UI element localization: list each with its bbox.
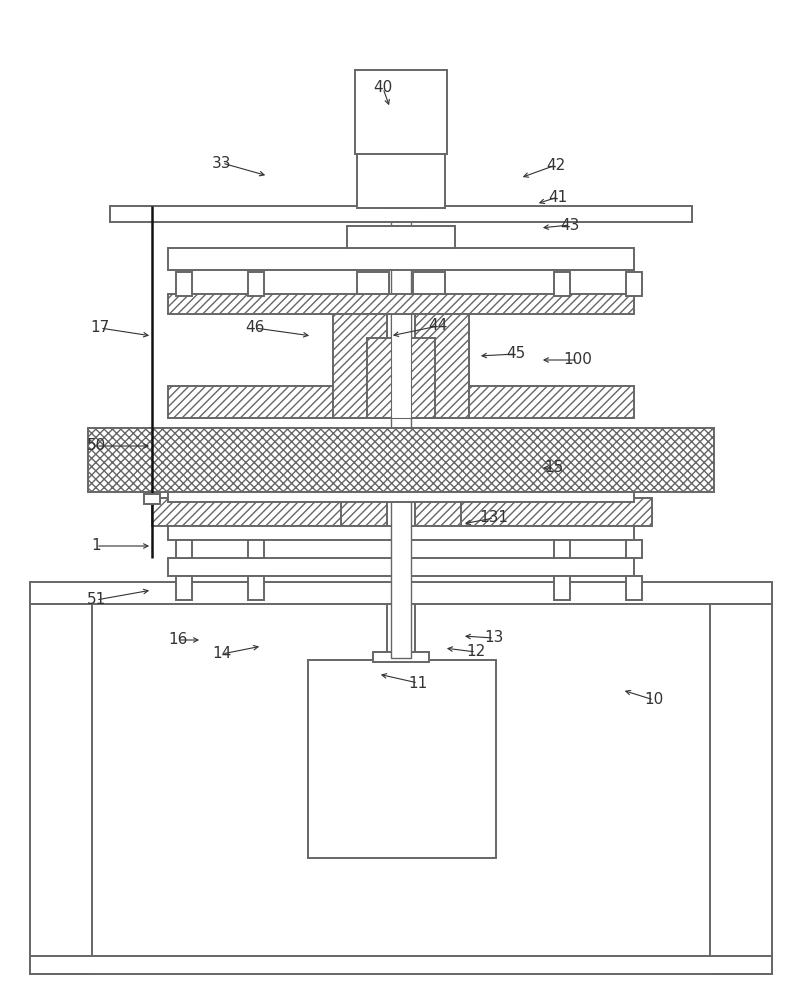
Bar — [176, 540, 192, 558]
Bar — [710, 604, 772, 974]
Text: 1: 1 — [91, 538, 101, 554]
Bar — [357, 272, 389, 294]
Text: 42: 42 — [546, 157, 565, 172]
Bar — [168, 492, 634, 502]
Bar — [367, 338, 435, 418]
Bar — [88, 428, 714, 492]
Text: 44: 44 — [428, 318, 448, 334]
Text: 50: 50 — [87, 438, 106, 454]
Bar — [357, 152, 445, 208]
Bar — [176, 272, 192, 296]
Bar — [554, 272, 570, 296]
Bar — [415, 310, 469, 418]
Bar — [168, 248, 634, 270]
Bar — [168, 558, 634, 576]
Bar — [110, 206, 692, 222]
Bar — [415, 498, 461, 526]
Text: 11: 11 — [408, 676, 427, 690]
Bar — [30, 956, 772, 974]
Bar — [626, 540, 642, 558]
Text: 12: 12 — [467, 645, 486, 660]
Bar — [30, 582, 772, 604]
Bar — [385, 192, 417, 208]
Bar — [152, 498, 350, 526]
Bar — [554, 576, 570, 600]
Text: 45: 45 — [506, 347, 525, 361]
Bar — [333, 310, 387, 418]
Bar — [176, 576, 192, 600]
Text: 10: 10 — [644, 692, 663, 708]
Text: 41: 41 — [549, 190, 568, 205]
Bar — [554, 540, 570, 558]
Bar — [341, 498, 387, 526]
Bar — [391, 110, 411, 658]
Bar — [30, 604, 92, 974]
Text: 33: 33 — [213, 155, 232, 170]
Bar — [308, 660, 496, 858]
Bar — [144, 494, 160, 504]
Text: 14: 14 — [213, 647, 232, 662]
Text: 13: 13 — [484, 631, 504, 646]
Bar — [373, 652, 429, 662]
Text: 15: 15 — [545, 460, 564, 476]
Bar — [248, 540, 264, 558]
Bar — [413, 272, 445, 294]
Text: 17: 17 — [91, 320, 110, 336]
Text: 16: 16 — [168, 633, 188, 648]
Text: 46: 46 — [245, 320, 265, 336]
Bar — [347, 226, 455, 248]
Bar — [248, 272, 264, 296]
Bar — [454, 498, 652, 526]
Text: 43: 43 — [561, 218, 580, 232]
Bar — [626, 576, 642, 600]
Bar — [355, 70, 447, 154]
Bar — [168, 294, 634, 314]
Bar — [626, 272, 642, 296]
Text: 100: 100 — [564, 353, 593, 367]
Bar — [387, 604, 415, 660]
Bar — [391, 310, 411, 418]
Text: 131: 131 — [480, 510, 508, 526]
Text: 40: 40 — [374, 81, 393, 96]
Bar — [168, 526, 634, 540]
Bar — [248, 576, 264, 600]
Bar — [168, 386, 634, 418]
Text: 51: 51 — [87, 592, 106, 607]
